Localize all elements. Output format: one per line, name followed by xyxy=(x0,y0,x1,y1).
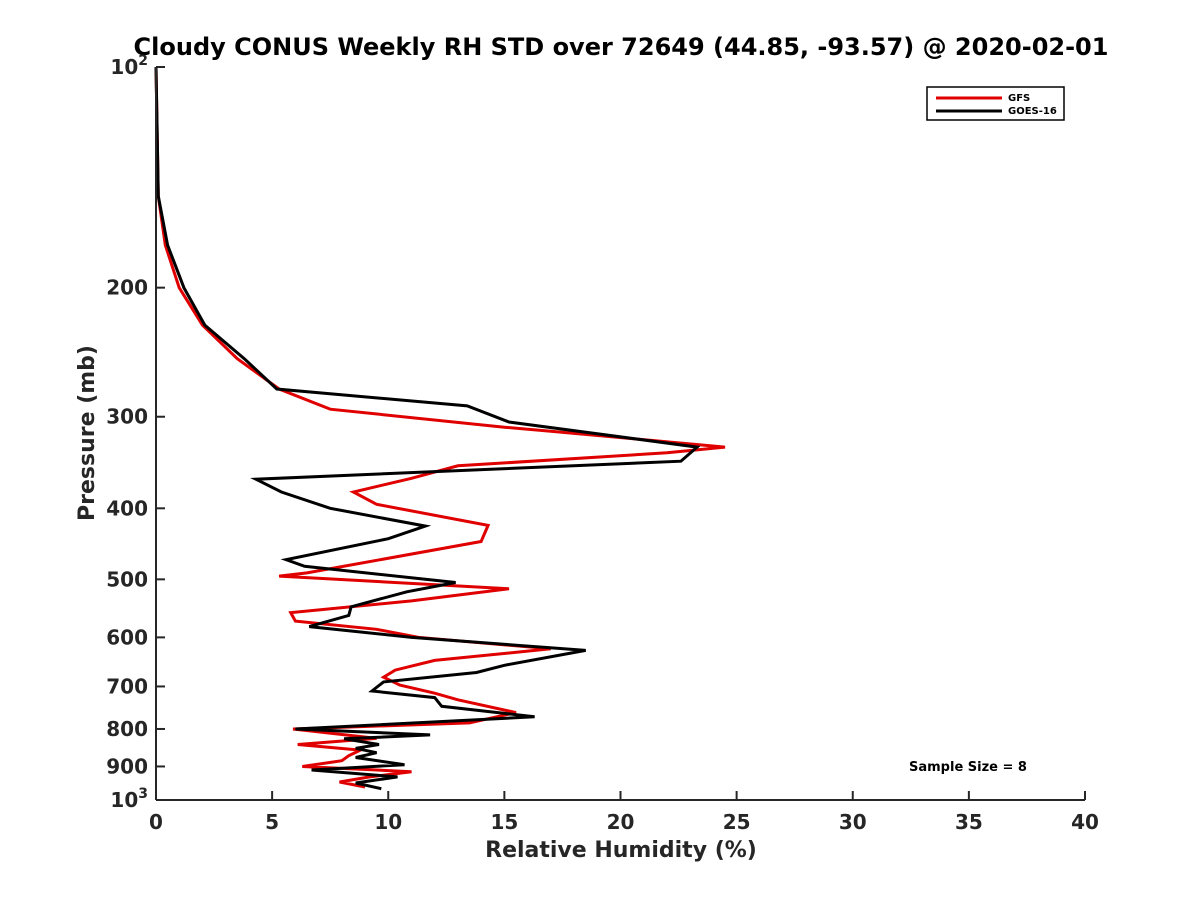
x-tick-label: 0 xyxy=(149,810,163,834)
x-tick-label: 5 xyxy=(265,810,279,834)
y-tick-label: 800 xyxy=(106,717,148,741)
y-tick-label: 103 xyxy=(110,786,148,812)
x-tick-label: 30 xyxy=(839,810,867,834)
tick-layer: 0 5 10 15 20 25 30 35 40 102 200 300 400 500 600 700 800… xyxy=(106,53,1099,834)
series-layer xyxy=(154,66,726,791)
y-tick-label: 300 xyxy=(106,405,148,429)
y-tick-label: 200 xyxy=(106,276,148,300)
sample-size-annotation: Sample Size = 8 xyxy=(909,760,1027,775)
x-tick-label: 15 xyxy=(490,810,518,834)
y-tick-label: 600 xyxy=(106,625,148,649)
legend: GFS GOES-16 xyxy=(926,86,1065,121)
y-axis-label: Pressure (mb) xyxy=(75,345,100,521)
y-tick-label: 900 xyxy=(106,754,148,778)
chart-title: Cloudy CONUS Weekly RH STD over 72649 (4… xyxy=(134,33,1109,61)
series-line-gfs xyxy=(154,66,726,789)
axes xyxy=(155,67,1085,801)
y-tick-label: 102 xyxy=(110,53,148,79)
x-tick-label: 10 xyxy=(374,810,402,834)
y-tick-label: 400 xyxy=(106,496,148,520)
legend-label-goes16: GOES-16 xyxy=(1008,106,1057,117)
legend-box xyxy=(926,86,1065,121)
x-tick-label: 35 xyxy=(955,810,983,834)
x-tick-label: 40 xyxy=(1071,810,1099,834)
x-axis-label: Relative Humidity (%) xyxy=(485,838,757,863)
x-tick-label: 25 xyxy=(723,810,751,834)
series-line-goes16 xyxy=(154,66,701,791)
y-tick-label: 700 xyxy=(106,674,148,698)
y-tick-label: 500 xyxy=(106,567,148,591)
legend-label-gfs: GFS xyxy=(1008,93,1030,104)
x-tick-label: 20 xyxy=(607,810,635,834)
